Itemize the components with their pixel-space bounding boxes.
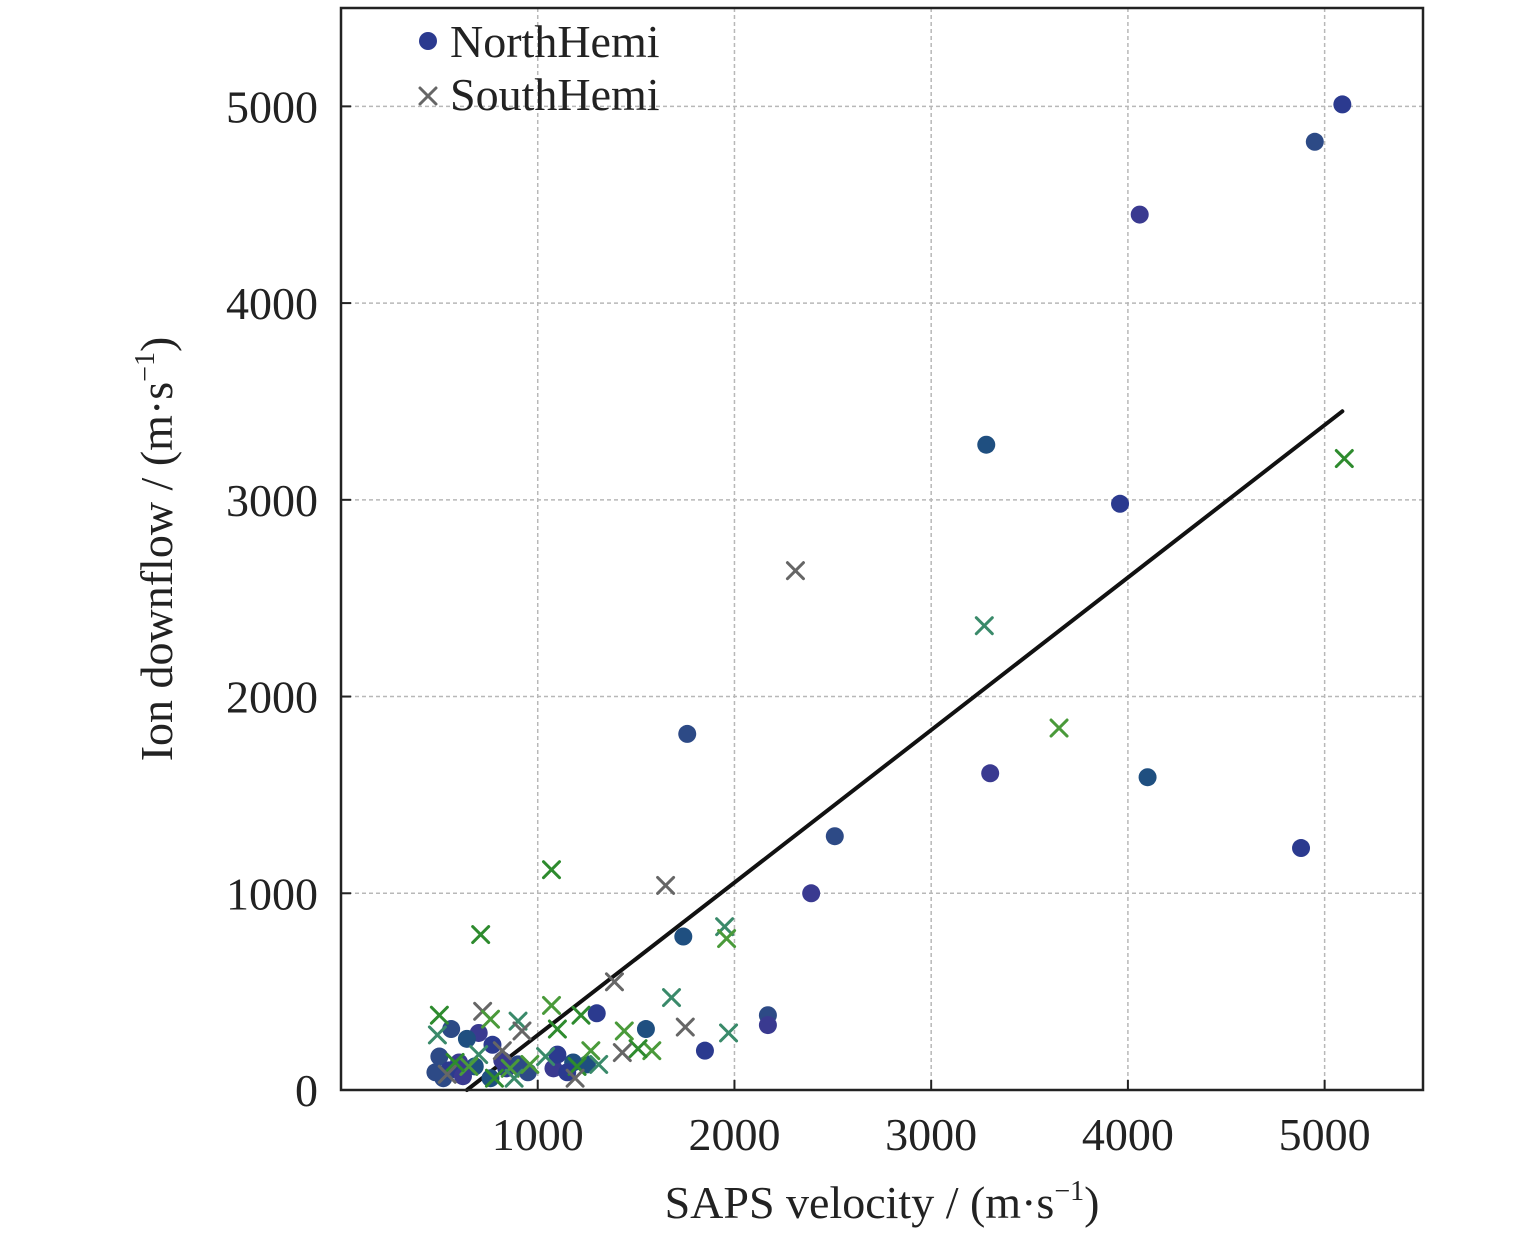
y-tick-label-3000: 3000 <box>226 475 318 526</box>
y-axis-title: Ion downflow / (m·s−1) <box>130 337 182 762</box>
point-southhemi-7 <box>717 929 737 949</box>
point-southhemi-4 <box>541 860 561 880</box>
x-axis-ticks: 1000 2000 3000 4000 5000 <box>492 1080 1371 1160</box>
x-axis-title-superscript: −1 <box>1054 1176 1084 1207</box>
point-northhemi-11 <box>674 927 693 946</box>
point-northhemi-21 <box>430 1047 449 1066</box>
y-tick-label-0: 0 <box>295 1065 318 1116</box>
x-tick-label-5000: 5000 <box>1279 1109 1371 1160</box>
legend-marker-southhemi <box>418 86 438 106</box>
point-northhemi-3 <box>977 435 996 454</box>
point-northhemi-5 <box>678 724 697 743</box>
point-northhemi-4 <box>1111 494 1130 513</box>
point-northhemi-12 <box>587 1004 606 1023</box>
point-southhemi-15 <box>481 1009 501 1029</box>
point-southhemi-14 <box>508 1011 528 1031</box>
point-northhemi-19 <box>457 1029 476 1048</box>
point-southhemi-25 <box>612 1043 632 1063</box>
data-points-layer <box>426 95 1354 1088</box>
legend-label-southhemi: SouthHemi <box>450 69 660 120</box>
point-northhemi-30 <box>544 1059 563 1078</box>
y-axis-ticks: 0 1000 2000 3000 4000 5000 <box>226 81 351 1116</box>
x-tick-label-1000: 1000 <box>492 1109 584 1160</box>
point-southhemi-21 <box>512 1021 532 1041</box>
point-northhemi-27 <box>481 1069 500 1088</box>
point-southhemi-12 <box>429 1005 449 1025</box>
y-tick-label-1000: 1000 <box>226 868 318 919</box>
point-northhemi-7 <box>1138 768 1157 787</box>
point-southhemi-29 <box>565 1068 585 1088</box>
point-northhemi-0 <box>1333 95 1352 114</box>
point-southhemi-19 <box>614 1021 634 1041</box>
point-southhemi-22 <box>427 1025 447 1045</box>
point-southhemi-16 <box>571 1005 591 1025</box>
point-southhemi-26 <box>589 1054 609 1074</box>
x-tick-label-4000: 4000 <box>1082 1109 1174 1160</box>
x-tick-label-2000: 2000 <box>688 1109 780 1160</box>
point-southhemi-3 <box>1049 718 1069 738</box>
point-southhemi-0 <box>1334 449 1354 469</box>
point-southhemi-20 <box>547 1019 567 1039</box>
point-southhemi-33 <box>492 1041 512 1061</box>
x-axis-title: SAPS velocity / (m·s−1) <box>665 1176 1100 1228</box>
point-southhemi-31 <box>500 1058 520 1078</box>
point-northhemi-8 <box>1292 839 1311 858</box>
point-southhemi-5 <box>656 875 676 895</box>
point-southhemi-27 <box>581 1041 601 1061</box>
point-northhemi-9 <box>825 827 844 846</box>
fit-line <box>464 409 1345 1092</box>
point-southhemi-32 <box>484 1068 504 1088</box>
point-southhemi-2 <box>974 616 994 636</box>
grid-lines <box>341 8 1423 1090</box>
point-southhemi-36 <box>445 1052 465 1072</box>
series-southhemi <box>427 449 1354 1088</box>
y-axis-title-suffix: ) <box>131 337 182 352</box>
point-northhemi-15 <box>636 1020 655 1039</box>
x-axis-title-prefix: SAPS velocity / (m·s <box>665 1177 1055 1228</box>
point-northhemi-10 <box>802 884 821 903</box>
point-southhemi-17 <box>675 1017 695 1037</box>
point-southhemi-8 <box>471 925 491 945</box>
point-southhemi-18 <box>719 1023 739 1043</box>
point-southhemi-39 <box>520 1054 540 1074</box>
point-northhemi-6 <box>981 764 1000 783</box>
fit-line-layer <box>464 409 1345 1092</box>
point-northhemi-2 <box>1130 205 1149 224</box>
point-northhemi-16 <box>695 1041 714 1060</box>
point-northhemi-20 <box>483 1035 502 1054</box>
y-tick-label-2000: 2000 <box>226 672 318 723</box>
y-axis-title-superscript: −1 <box>130 352 161 382</box>
legend: NorthHemi SouthHemi <box>418 16 660 120</box>
point-northhemi-26 <box>453 1067 472 1086</box>
point-southhemi-37 <box>437 1064 457 1084</box>
point-southhemi-10 <box>662 988 682 1008</box>
point-southhemi-11 <box>541 995 561 1015</box>
point-southhemi-24 <box>628 1039 648 1059</box>
point-southhemi-30 <box>536 1047 556 1067</box>
point-southhemi-9 <box>604 972 624 992</box>
point-northhemi-14 <box>758 1016 777 1035</box>
legend-marker-northhemi <box>419 32 437 50</box>
point-southhemi-1 <box>785 561 805 581</box>
x-tick-label-3000: 3000 <box>885 1109 977 1160</box>
legend-label-northhemi: NorthHemi <box>450 16 660 67</box>
y-tick-label-5000: 5000 <box>226 81 318 132</box>
y-axis-title-prefix: Ion downflow / (m·s <box>131 382 182 761</box>
point-southhemi-38 <box>504 1068 524 1088</box>
y-tick-label-4000: 4000 <box>226 278 318 329</box>
point-northhemi-1 <box>1305 132 1324 151</box>
x-axis-title-suffix: ) <box>1084 1177 1099 1228</box>
plot-area-frame <box>339 6 1425 1092</box>
